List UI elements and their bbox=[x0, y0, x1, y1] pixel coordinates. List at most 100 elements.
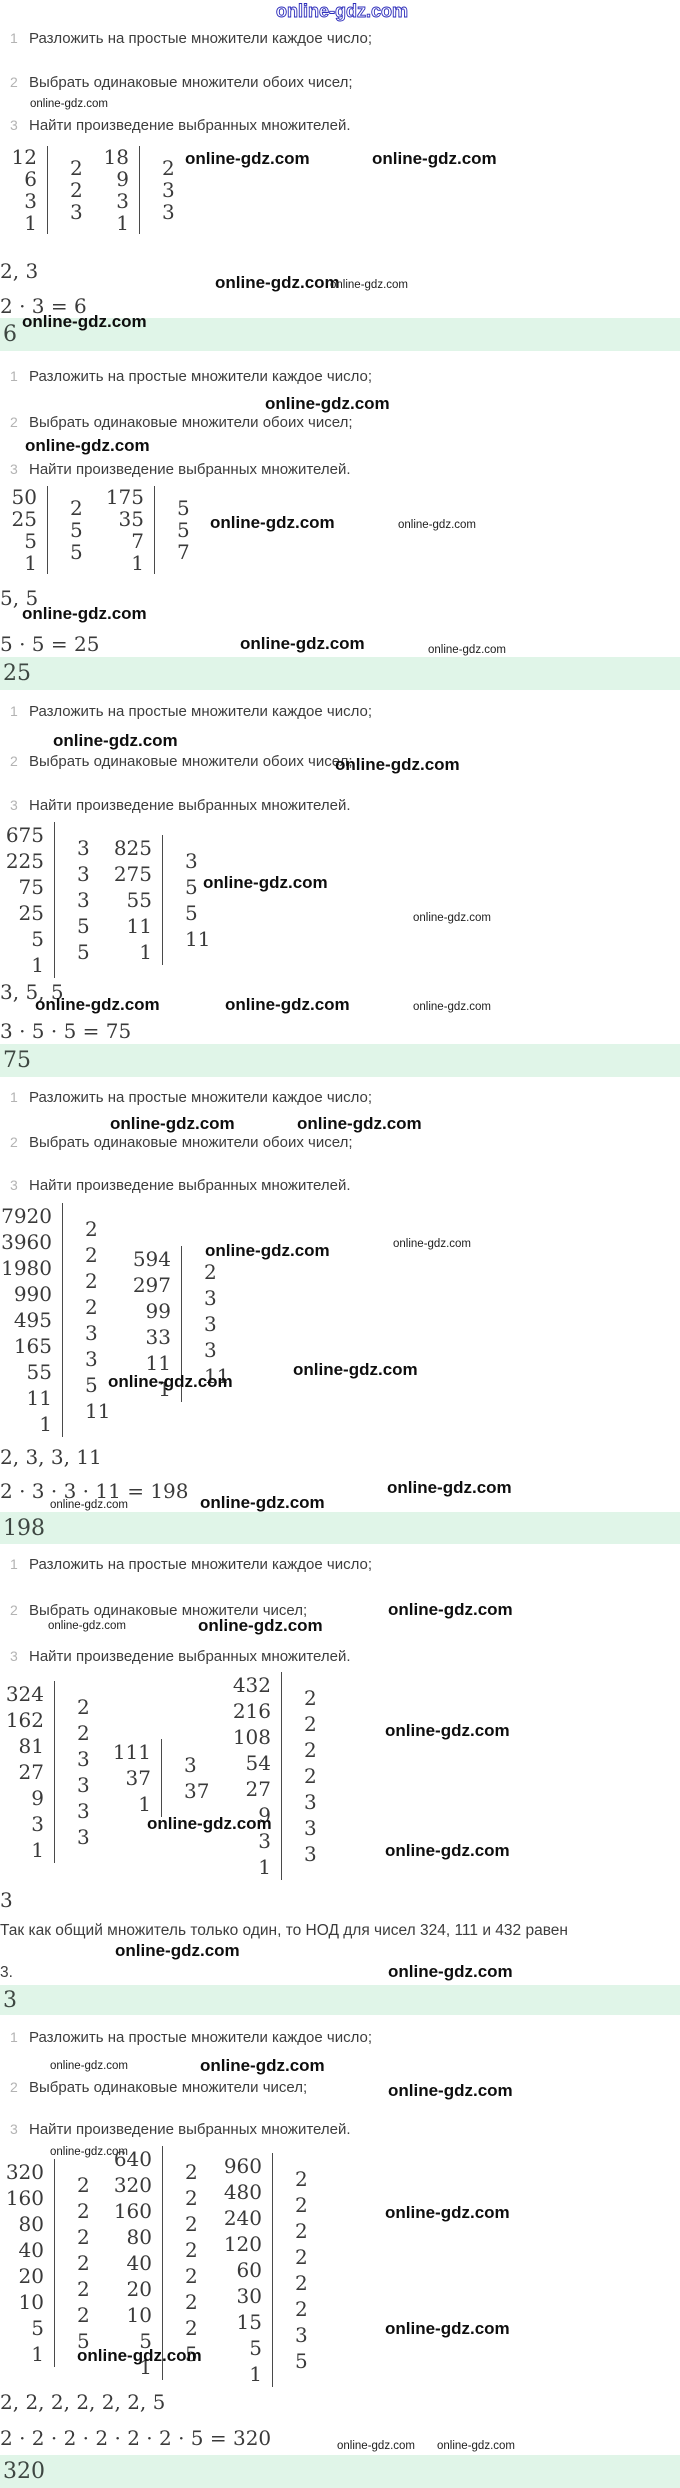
watermark: online-gdz.com bbox=[147, 1814, 272, 1833]
quotient-cell: 1 bbox=[138, 1792, 151, 1816]
watermark: online-gdz.com bbox=[387, 1478, 512, 1497]
quotient-column: 960 480 240 120 60 30 15 5 1 bbox=[223, 2153, 273, 2387]
divisor-cell: 2 bbox=[204, 1260, 217, 1284]
quotient-cell: 5 bbox=[249, 2336, 262, 2360]
divisor-cell: 2 bbox=[295, 2297, 308, 2321]
divisor-cell: 3 bbox=[304, 1842, 317, 1866]
watermark: online-gdz.com bbox=[413, 1001, 491, 1013]
step-text: Найти произведение выбранных множителей. bbox=[29, 2121, 351, 2138]
divisor-cell: 3 bbox=[204, 1338, 217, 1362]
answer-value: 3 bbox=[3, 1987, 17, 2013]
factor-table: 594 297 99 33 11 1 2 3 3 3 11 bbox=[132, 1246, 229, 1402]
quotient-cell: 75 bbox=[18, 875, 44, 899]
divisor-cell: 5 bbox=[85, 1373, 98, 1397]
step-text: Выбрать одинаковые множители чисел; bbox=[29, 2079, 308, 2096]
watermark: online-gdz.com bbox=[108, 1372, 233, 1391]
divisor-cell: 3 bbox=[77, 1747, 90, 1771]
common-factors: 5, 5 bbox=[0, 586, 39, 610]
watermark: online-gdz.com bbox=[30, 98, 108, 110]
divisor-cell: 2 bbox=[70, 178, 83, 202]
quotient-column: 18 9 3 1 bbox=[102, 146, 140, 234]
quotient-cell: 3 bbox=[31, 1812, 44, 1836]
quotient-cell: 297 bbox=[132, 1273, 171, 1297]
watermark: online-gdz.com bbox=[53, 731, 178, 750]
quotient-cell: 225 bbox=[5, 849, 44, 873]
quotient-cell: 37 bbox=[125, 1766, 151, 1790]
quotient-cell: 27 bbox=[18, 1760, 44, 1784]
watermark: online-gdz.com bbox=[115, 1941, 240, 1960]
step-number: 3 bbox=[10, 2121, 18, 2137]
divisor-cell: 5 bbox=[77, 914, 90, 938]
quotient-cell: 10 bbox=[18, 2290, 44, 2314]
watermark: online-gdz.com bbox=[393, 1238, 471, 1250]
step-number: 2 bbox=[10, 414, 18, 430]
quotient-column: 432 216 108 54 27 9 3 1 bbox=[232, 1672, 282, 1880]
common-factors: 2, 2, 2, 2, 2, 2, 5 bbox=[0, 2390, 166, 2414]
answer-row: 198 bbox=[0, 1512, 680, 1544]
divisor-cell: 3 bbox=[77, 1773, 90, 1797]
quotient-cell: 1 bbox=[158, 1377, 171, 1401]
quotient-cell: 99 bbox=[145, 1299, 171, 1323]
quotient-cell: 54 bbox=[245, 1751, 271, 1775]
step-text: Выбрать одинаковые множители обоих чисел… bbox=[29, 753, 353, 770]
quotient-cell: 1 bbox=[139, 940, 152, 964]
watermark: online-gdz.com bbox=[203, 873, 328, 892]
divisor-cell: 2 bbox=[85, 1269, 98, 1293]
quotient-cell: 5 bbox=[31, 2316, 44, 2340]
quotient-cell: 3 bbox=[116, 189, 129, 213]
divisor-cell: 3 bbox=[204, 1286, 217, 1310]
step-number: 3 bbox=[10, 1177, 18, 1193]
quotient-cell: 165 bbox=[13, 1334, 52, 1358]
divisor-cell: 2 bbox=[85, 1295, 98, 1319]
answer-value: 6 bbox=[3, 322, 17, 347]
step-number: 2 bbox=[10, 2079, 18, 2095]
quotient-cell: 11 bbox=[145, 1351, 171, 1375]
watermark: online-gdz.com bbox=[335, 755, 460, 774]
step-text: Найти произведение выбранных множителей. bbox=[29, 797, 351, 814]
quotient-cell: 1 bbox=[24, 211, 37, 235]
watermark: online-gdz.com bbox=[388, 1600, 513, 1619]
divisor-cell: 2 bbox=[70, 156, 83, 180]
quotient-cell: 25 bbox=[18, 901, 44, 925]
quotient-cell: 50 bbox=[11, 485, 37, 509]
divisor-column: 2 3 3 3 11 bbox=[182, 1246, 229, 1389]
step-item: 2 Выбрать одинаковые множители чисел; bbox=[10, 1602, 307, 1619]
divisor-cell: 3 bbox=[295, 2323, 308, 2347]
divisor-cell: 2 bbox=[77, 1721, 90, 1745]
divisor-cell: 3 bbox=[162, 200, 175, 224]
quotient-column: 825 275 55 11 1 bbox=[113, 835, 163, 965]
divisor-cell: 3 bbox=[304, 1816, 317, 1840]
quotient-cell: 120 bbox=[223, 2232, 262, 2256]
watermark: online-gdz.com bbox=[77, 2346, 202, 2365]
quotient-cell: 111 bbox=[112, 1740, 151, 1764]
divisor-cell: 2 bbox=[77, 2173, 90, 2197]
quotient-column: 675 225 75 25 5 1 bbox=[5, 822, 55, 978]
step-number: 2 bbox=[10, 1134, 18, 1150]
divisor-column: 3 37 bbox=[162, 1739, 209, 1804]
quotient-cell: 1 bbox=[31, 953, 44, 977]
common-factors: 3, 5, 5 bbox=[0, 980, 64, 1004]
divisor-cell: 5 bbox=[77, 2329, 90, 2353]
step-text: Выбрать одинаковые множители обоих чисел… bbox=[29, 414, 353, 431]
divisor-cell: 5 bbox=[77, 940, 90, 964]
watermark: online-gdz.com bbox=[22, 604, 147, 623]
quotient-column: 320 160 80 40 20 10 5 1 bbox=[5, 2159, 55, 2367]
gcd-equation: 2 · 2 · 2 · 2 · 2 · 2 · 5 = 320 bbox=[0, 2426, 272, 2450]
step-text: Разложить на простые множители каждое чи… bbox=[29, 2029, 373, 2046]
answer-value: 25 bbox=[3, 661, 31, 686]
divisor-cell: 3 bbox=[77, 1825, 90, 1849]
step-item: 2 Выбрать одинаковые множители обоих чисе… bbox=[10, 74, 353, 91]
quotient-cell: 1 bbox=[131, 551, 144, 575]
quotient-cell: 80 bbox=[126, 2225, 152, 2249]
divisor-cell: 7 bbox=[177, 540, 190, 564]
step-number: 3 bbox=[10, 117, 18, 133]
quotient-cell: 40 bbox=[126, 2251, 152, 2275]
divisor-cell: 2 bbox=[77, 2277, 90, 2301]
quotient-column: 12 6 3 1 bbox=[10, 146, 48, 234]
